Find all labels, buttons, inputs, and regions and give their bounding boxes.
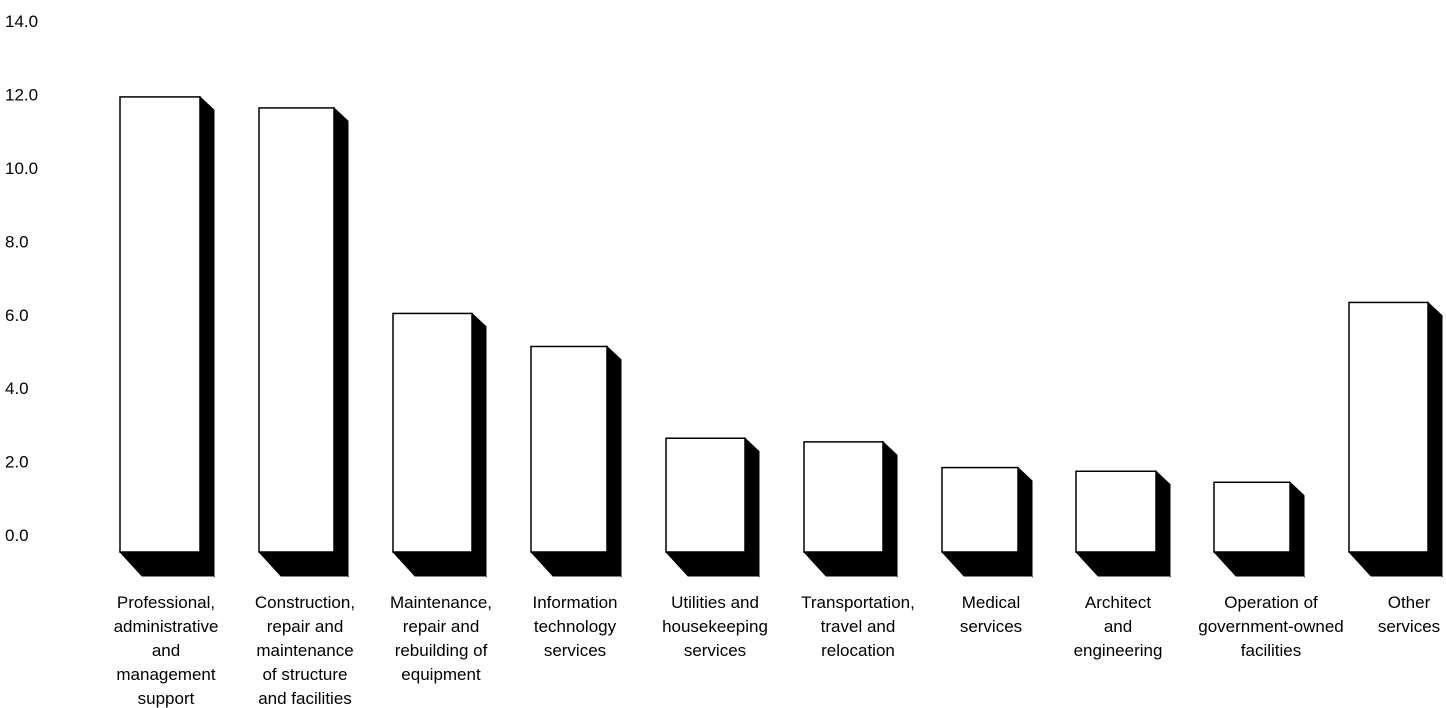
category-label-line: Other [1388,593,1431,612]
category-label: Medical services [960,593,1022,636]
category-label: Professional, administrative and management… [114,593,219,708]
bar-side-shadow [1427,301,1443,578]
bar-bottom-shadow [1212,551,1305,577]
category-label-line: services [960,617,1022,636]
y-tick-label: 2.0 [5,453,29,472]
category-labels: Professional, administrative and management… [114,593,1441,708]
bars [118,95,1443,578]
category-label-line: of structure [262,665,347,684]
bar [802,440,898,578]
bar [664,437,760,578]
category-label-line: services [544,641,606,660]
bar-side-shadow [333,106,349,578]
bar-face [941,466,1019,553]
bar-side-shadow [199,95,215,578]
category-label: Transportation, travel and relocation [801,593,915,660]
bar [1074,470,1171,578]
category-label-line: government-owned [1198,617,1344,636]
category-label-line: technology [534,617,617,636]
category-label-line: Medical [962,593,1021,612]
category-label-line: facilities [1241,641,1301,660]
category-label-line: services [684,641,746,660]
category-label: Construction, repair and maintenance of str… [255,593,355,708]
category-label: Architect and engineering [1074,593,1163,660]
bar-face [258,107,335,553]
category-label-line: and facilities [258,689,352,708]
bar-face [1213,481,1291,553]
category-label-line: engineering [1074,641,1163,660]
bar-face [665,437,746,553]
bar [118,95,215,578]
category-label-line: equipment [401,665,481,684]
category-label: Utilities and housekeeping services [662,593,768,660]
bar [391,312,487,578]
y-tick-label: 0.0 [5,526,29,545]
category-label-line: and [1104,617,1132,636]
category-label-line: rebuilding of [395,641,488,660]
y-tick-label: 14.0 [5,12,38,31]
category-label-line: Transportation, [801,593,915,612]
bar-bottom-shadow [118,551,215,577]
bar-bottom-shadow [1074,551,1171,577]
category-label-line: Operation of [1224,593,1318,612]
bar-face [119,96,201,553]
y-tick-label: 6.0 [5,306,29,325]
category-label-line: travel and [821,617,896,636]
y-tick-label: 8.0 [5,232,29,251]
category-label-line: housekeeping [662,617,768,636]
bar [529,345,622,578]
y-tick-label: 12.0 [5,86,38,105]
category-label-line: support [138,689,195,708]
bar-side-shadow [471,312,487,578]
category-label-line: repair and [403,617,480,636]
category-label: Information technology services [532,593,617,660]
bar-bottom-shadow [529,551,622,577]
bar-bottom-shadow [940,551,1033,577]
category-label-line: Professional, [117,593,215,612]
bar-face [1075,470,1157,553]
category-label: Other services [1378,593,1440,636]
bar-bottom-shadow [664,551,760,577]
bar [1347,301,1443,578]
category-label-line: Information [532,593,617,612]
bar-face [1348,301,1429,553]
bar-face [803,441,884,553]
category-label-line: Utilities and [671,593,759,612]
y-tick-label: 10.0 [5,159,38,178]
bar-bottom-shadow [391,551,487,577]
category-label-line: maintenance [256,641,353,660]
category-label-line: Construction, [255,593,355,612]
bar [940,466,1033,578]
bar-face [392,312,473,553]
bar-face [530,345,608,553]
bar-bottom-shadow [257,551,349,577]
bar [1212,481,1305,578]
bar-side-shadow [606,345,622,578]
category-label-line: management [116,665,216,684]
y-tick-label: 4.0 [5,379,29,398]
category-label-line: and [152,641,180,660]
category-label-line: services [1378,617,1440,636]
category-label-line: repair and [267,617,344,636]
y-axis-ticks: 14.0 12.0 10.0 8.0 6.0 4.0 2.0 0.0 [5,12,38,545]
category-label-line: relocation [821,641,895,660]
category-label-line: administrative [114,617,219,636]
bar-bottom-shadow [802,551,898,577]
category-label: Maintenance, repair and rebuilding of equip… [390,593,492,684]
category-label-line: Architect [1085,593,1151,612]
bar [257,106,349,578]
category-label-line: Maintenance, [390,593,492,612]
category-label: Operation of government-owned facilities [1198,593,1344,660]
bar-bottom-shadow [1347,551,1443,577]
